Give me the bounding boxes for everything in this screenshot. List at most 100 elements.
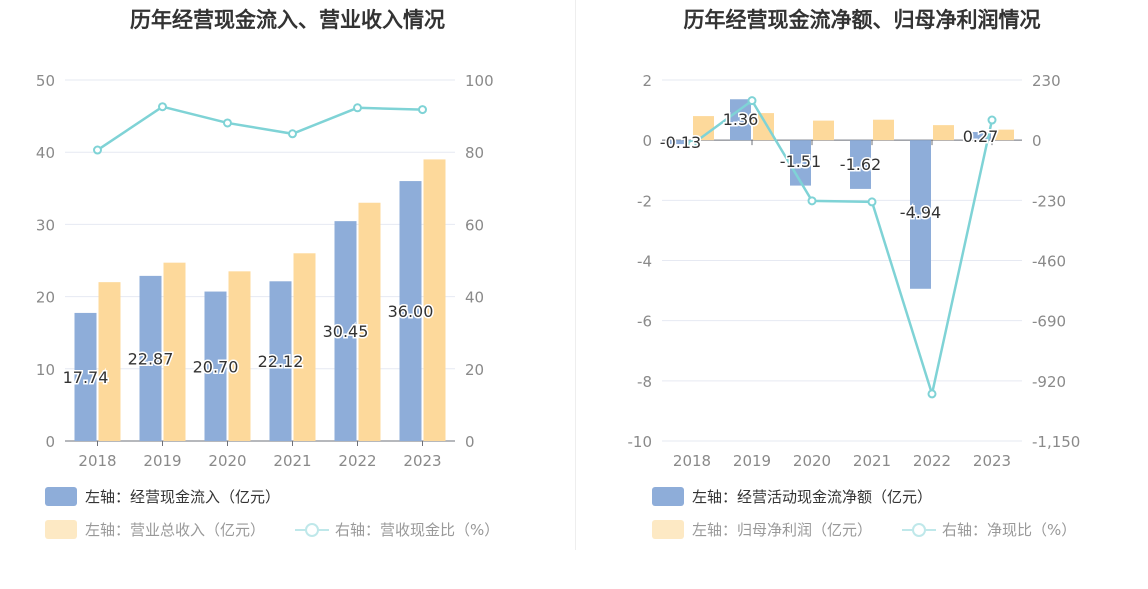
bar-series1 [910, 140, 931, 289]
legend-item-cash-ratio[interactable]: 右轴：净现比（%） [902, 518, 1076, 540]
bar-series1 [670, 140, 691, 145]
bar-data-label: -1.51 [780, 152, 821, 171]
bar-series1 [74, 312, 97, 441]
right-axis-tick-label: -920 [1032, 373, 1066, 391]
x-axis-tick-label: 2021 [853, 452, 891, 470]
right-axis-tick-label: 0 [465, 433, 475, 451]
right-axis-tick-label: 100 [465, 72, 494, 90]
line-point [807, 196, 817, 206]
legend-line-icon [902, 522, 936, 537]
line-point [418, 105, 427, 115]
chart-legend: 左轴：经营活动现金流净额（亿元） 左轴：归母净利润（亿元） 右轴：净现比（%） [652, 485, 1142, 545]
right-axis-tick-label: 0 [1032, 132, 1042, 150]
line-point [927, 389, 937, 399]
line-point [288, 129, 297, 139]
legend-swatch [652, 487, 684, 506]
x-axis-tick-label: 2018 [78, 452, 116, 470]
bar-series2 [98, 282, 121, 441]
legend-swatch [45, 487, 77, 506]
bar-data-label: 0.27 [963, 127, 999, 146]
line-point [747, 96, 757, 106]
bar-series1 [730, 99, 751, 141]
bar-data-label: 17.74 [63, 368, 109, 387]
line-point [867, 197, 877, 207]
panel-divider [575, 0, 576, 550]
legend-item-net-cash[interactable]: 左轴：经营活动现金流净额（亿元） [652, 485, 932, 507]
legend-item-revenue[interactable]: 左轴：营业总收入（亿元） [45, 518, 265, 540]
left-axis-tick-label: 10 [36, 361, 55, 379]
left-axis-tick-label: -8 [637, 373, 652, 391]
right-axis-tick-label: -460 [1032, 253, 1066, 271]
series-line [691, 98, 994, 399]
line-point [353, 103, 362, 113]
bar-data-label: 22.12 [258, 352, 304, 371]
right-axis-tick-label: 20 [465, 361, 484, 379]
chart-title: 历年经营现金流入、营业收入情况 [130, 8, 445, 32]
left-axis-tick-label: 50 [36, 72, 55, 90]
line-point [158, 102, 167, 112]
bar-series2 [993, 129, 1014, 141]
bar-data-label: 36.00 [388, 302, 434, 321]
bar-series1 [399, 181, 422, 441]
chart-panel-netcash-profit: 历年经营现金流净额、归母净利润情况 -10 -1,150 -8 -920 -6 -690-… [576, 0, 1148, 550]
bar-series1 [334, 221, 357, 441]
right-axis-tick-label: -690 [1032, 313, 1066, 331]
series-line [96, 105, 423, 152]
right-axis-tick-label: 40 [465, 289, 484, 307]
chart-legend: 左轴：经营现金流入（亿元） 左轴：营业总收入（亿元） 右轴：营收现金比（%） [45, 485, 565, 545]
x-axis-tick-label: 2021 [273, 452, 311, 470]
left-axis-tick-label: -10 [628, 433, 653, 451]
right-axis-tick-label: 80 [465, 144, 484, 162]
x-axis-tick-label: 2023 [403, 452, 441, 470]
bar-data-label: -1.62 [840, 155, 881, 174]
legend-swatch [45, 520, 77, 539]
x-axis-tick-label: 2023 [973, 452, 1011, 470]
right-axis-tick-label: 230 [1032, 72, 1061, 90]
legend-label: 左轴：归母净利润（亿元） [692, 520, 873, 539]
legend-label: 左轴：经营现金流入（亿元） [85, 487, 281, 506]
left-axis-tick-label: 0 [45, 433, 55, 451]
left-axis-tick-label: 2 [642, 72, 652, 90]
x-axis-tick-label: 2022 [913, 452, 951, 470]
legend-line-icon [295, 522, 329, 537]
legend-item-cash-inflow[interactable]: 左轴：经营现金流入（亿元） [45, 485, 280, 507]
bar-series2 [163, 262, 186, 441]
chart-panel-cashflow-revenue: 历年经营现金流入、营业收入情况 0 0 10 20 20 40 30 60 40 80 50 100 2… [0, 0, 575, 550]
bar-series2 [358, 202, 381, 441]
bar-data-label: 1.36 [723, 110, 759, 129]
bar-data-label: 30.45 [323, 322, 369, 341]
bar-data-label: 22.87 [128, 349, 174, 368]
line-point [223, 118, 232, 128]
left-axis-tick-label: 40 [36, 144, 55, 162]
bar-series2 [693, 116, 714, 141]
right-axis-tick-label: -1,150 [1032, 433, 1080, 451]
left-axis-tick-label: 30 [36, 216, 55, 234]
bar-series2 [228, 271, 251, 441]
legend-label: 左轴：营业总收入（亿元） [85, 520, 266, 539]
legend-item-net-profit[interactable]: 左轴：归母净利润（亿元） [652, 518, 872, 540]
bar-series2 [813, 120, 834, 141]
x-axis-tick-label: 2022 [338, 452, 376, 470]
legend-label: 左轴：经营活动现金流净额（亿元） [692, 487, 933, 506]
bar-series1 [269, 281, 292, 441]
x-axis-tick-label: 2019 [143, 452, 181, 470]
x-axis-tick-label: 2018 [673, 452, 711, 470]
legend-item-ratio[interactable]: 右轴：营收现金比（%） [295, 518, 499, 540]
chart-title: 历年经营现金流净额、归母净利润情况 [683, 8, 1041, 32]
bar-data-label: -4.94 [900, 203, 941, 222]
bar-series2 [873, 119, 894, 141]
bar-data-label: 20.70 [193, 357, 239, 376]
bar-series1 [850, 140, 871, 189]
bar-series1 [204, 291, 227, 441]
bar-series1 [139, 275, 162, 441]
legend-label: 右轴：营收现金比（%） [335, 520, 500, 539]
legend-label: 右轴：净现比（%） [942, 520, 1077, 539]
bar-series2 [753, 113, 774, 141]
left-axis-tick-label: -2 [637, 192, 652, 210]
x-axis-tick-label: 2020 [208, 452, 246, 470]
line-point [987, 115, 997, 125]
legend-swatch [652, 520, 684, 539]
right-axis-tick-label: -230 [1032, 192, 1066, 210]
bar-series2 [933, 125, 954, 141]
